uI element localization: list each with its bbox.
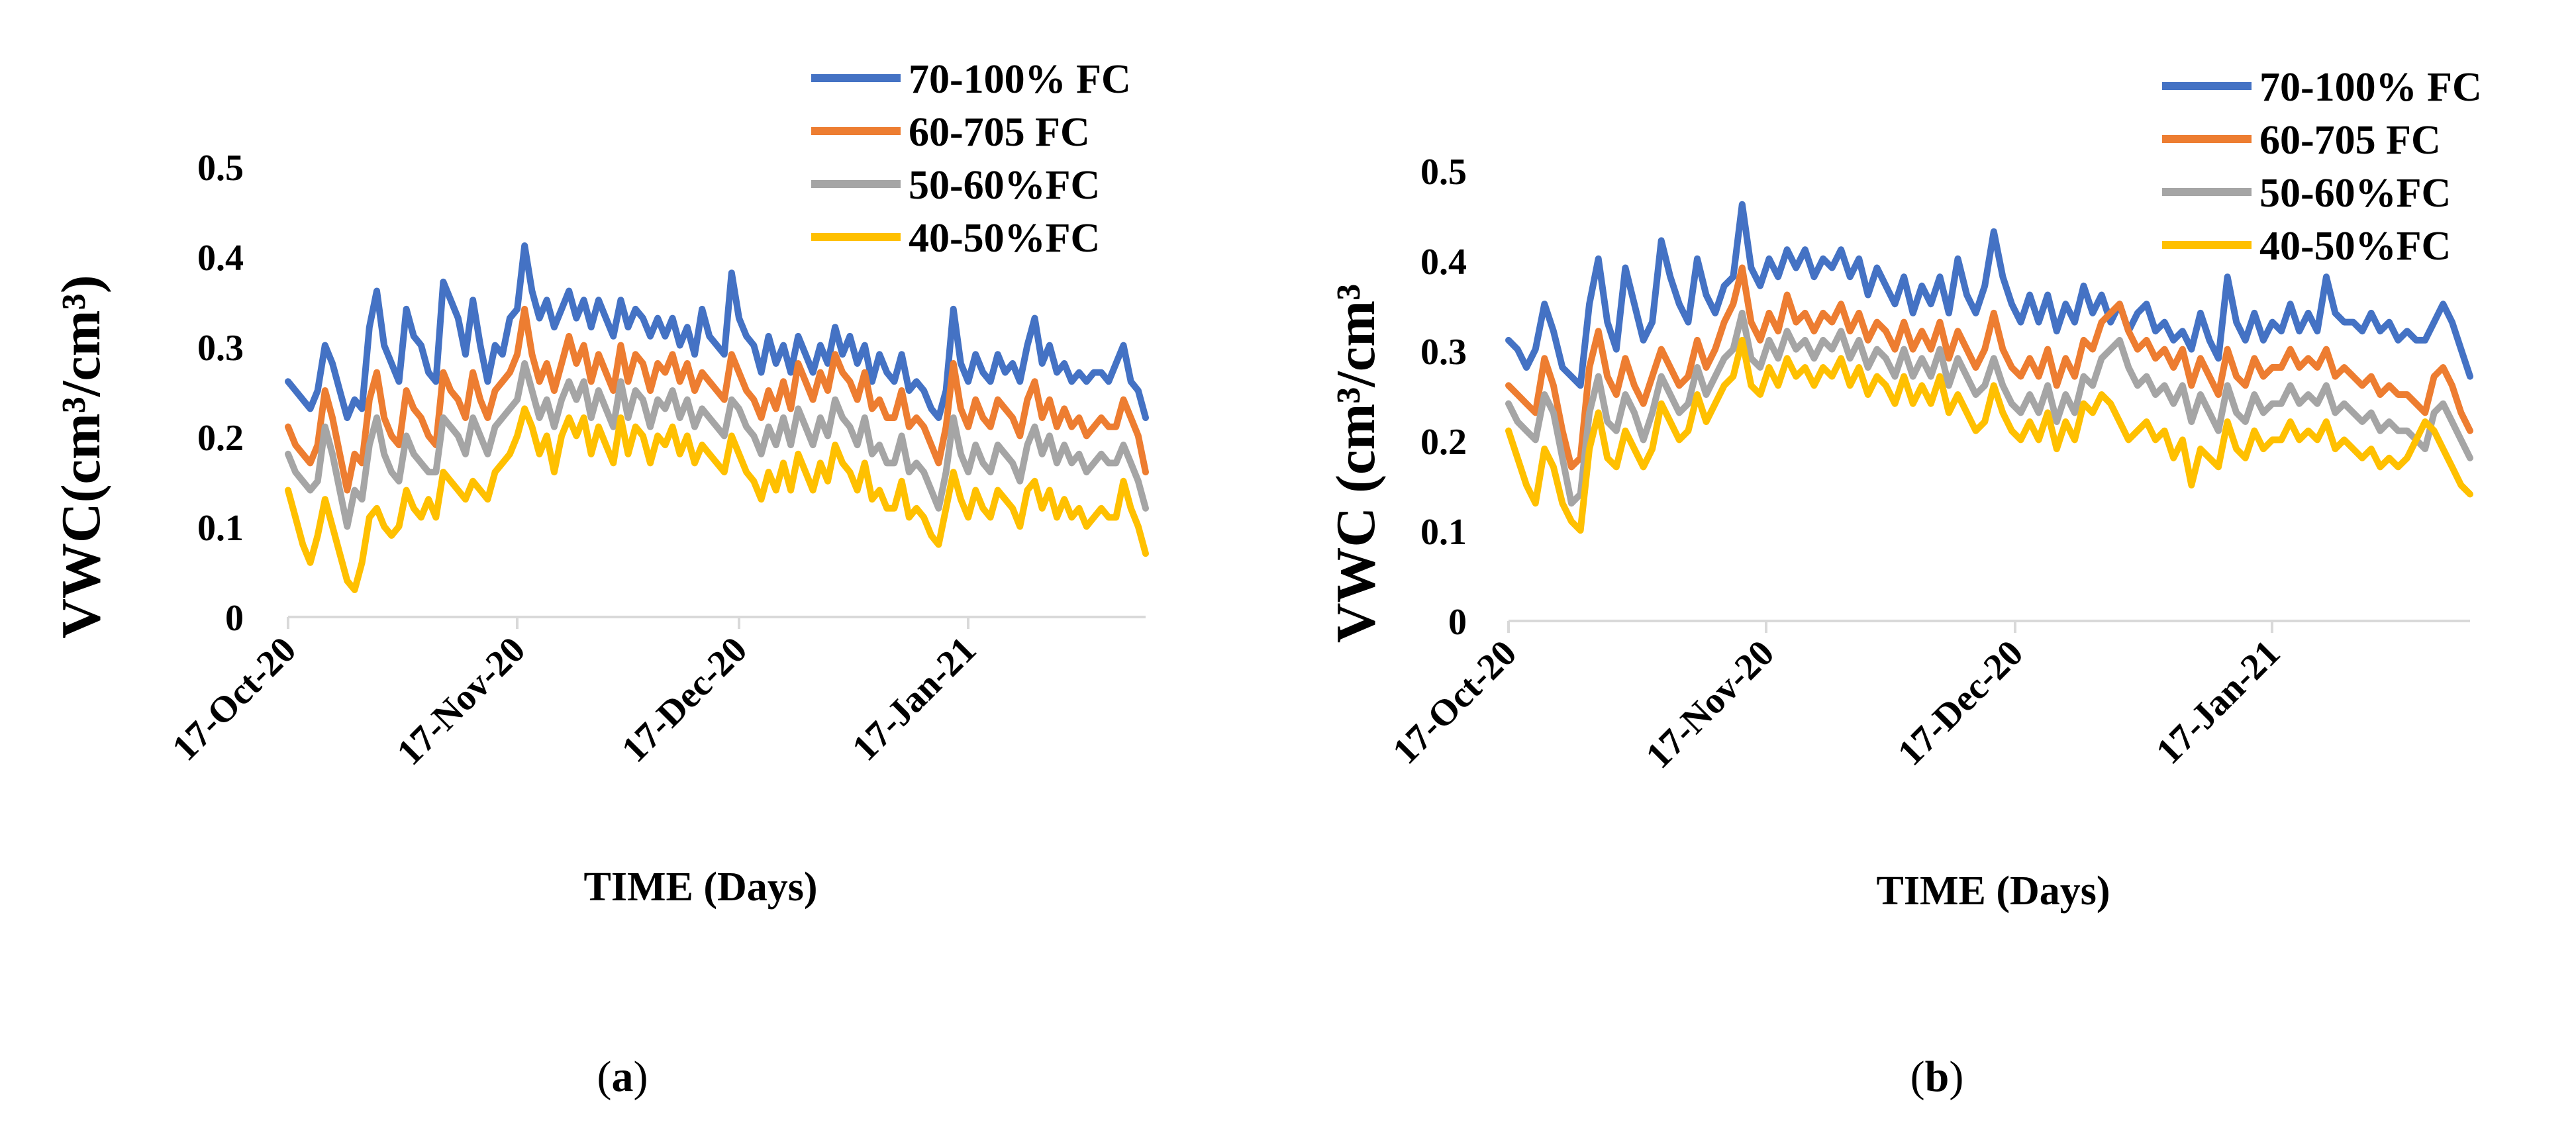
legend-item: 40-50%FC: [2162, 224, 2451, 269]
y-tick-label: 0: [225, 598, 244, 639]
legend-label: 40-50%FC: [909, 216, 1100, 261]
y-tick-labels-a: 0 0.1 0.2 0.3 0.4 0.5: [197, 148, 244, 639]
x-tick-label: 17-Jan-21: [2148, 632, 2288, 772]
y-tick-labels-b: 0 0.1 0.2 0.3 0.4 0.5: [1420, 152, 1467, 643]
legend-item: 70-100% FC: [811, 57, 1131, 102]
y-tick-label: 0.3: [1420, 332, 1467, 373]
series-line-60-705-fc: [285, 305, 1149, 494]
legend-item: 60-705 FC: [2162, 118, 2441, 163]
series-line-50-60-fc: [1505, 309, 2473, 507]
legend-label: 70-100% FC: [2259, 65, 2482, 110]
series-line-40-50-fc: [285, 405, 1149, 593]
legend-item: 50-60%FC: [811, 163, 1100, 208]
legend-item: 50-60%FC: [2162, 171, 2451, 216]
legend-label: 50-60%FC: [2259, 171, 2451, 216]
legend-item: 60-705 FC: [811, 110, 1090, 155]
x-tick-labels-b: 17-Oct-20 17-Nov-20 17-Dec-20 17-Jan-21: [1385, 632, 2288, 777]
y-tick-label: 0.5: [197, 148, 244, 189]
panel-label-a: (a): [597, 1053, 648, 1101]
panel-letter-a: a: [612, 1053, 634, 1101]
x-tick-label: 17-Dec-20: [1890, 632, 2031, 773]
x-ticks-b: [1507, 621, 2273, 633]
series-line-50-60-fc: [285, 360, 1149, 530]
chart-panel-a: VWC(cm³/cm³) 0 0.1 0.2 0.3 0.4 0.5 17-Oc…: [50, 57, 1149, 1101]
x-tick-label: 17-Dec-20: [614, 629, 755, 770]
legend-b: 70-100% FC 60-705 FC 50-60%FC 40-50%FC: [2162, 65, 2482, 269]
legend-a: 70-100% FC 60-705 FC 50-60%FC 40-50%FC: [811, 57, 1131, 261]
x-tick-label: 17-Oct-20: [164, 629, 304, 769]
x-tick-label: 17-Nov-20: [389, 629, 534, 773]
x-tick-label: 17-Oct-20: [1385, 632, 1524, 772]
y-axis-label-b: VWC (cm³/cm³: [1325, 284, 1387, 643]
series-line-60-705-fc: [1505, 264, 2473, 471]
x-axis-label-a: TIME (Days): [583, 865, 817, 910]
y-tick-label: 0.1: [1420, 512, 1467, 553]
legend-label: 60-705 FC: [909, 110, 1090, 155]
y-tick-label: 0.2: [1420, 422, 1467, 463]
panel-label-b: (b): [1910, 1053, 1964, 1101]
panel-letter-b: b: [1925, 1053, 1950, 1101]
x-tick-label: 17-Jan-21: [844, 629, 984, 769]
series-group-b: [1505, 201, 2473, 534]
legend-label: 40-50%FC: [2259, 224, 2451, 269]
x-axis-label-b: TIME (Days): [1876, 869, 2110, 914]
y-tick-label: 0: [1448, 602, 1467, 643]
x-ticks-a: [287, 617, 969, 629]
series-line-70-100-fc: [1505, 201, 2473, 389]
series-line-40-50-fc: [1505, 336, 2473, 534]
legend-item: 40-50%FC: [811, 216, 1100, 261]
y-tick-label: 0.5: [1420, 152, 1467, 193]
series-line-70-100-fc: [285, 242, 1149, 421]
y-tick-label: 0.1: [197, 508, 244, 549]
y-tick-label: 0.2: [197, 418, 244, 459]
legend-label: 60-705 FC: [2259, 118, 2441, 163]
x-tick-labels-a: 17-Oct-20 17-Nov-20 17-Dec-20 17-Jan-21: [164, 629, 984, 773]
x-tick-label: 17-Nov-20: [1638, 632, 1783, 777]
series-group-a: [285, 242, 1149, 593]
y-axis-label-a: VWC(cm³/cm³): [50, 275, 112, 639]
y-tick-label: 0.4: [197, 238, 244, 279]
chart-panel-b: VWC (cm³/cm³ 0 0.1 0.2 0.3 0.4 0.5 17-Oc…: [1325, 65, 2482, 1101]
y-tick-label: 0.3: [197, 328, 244, 369]
legend-label: 70-100% FC: [909, 57, 1131, 102]
legend-label: 50-60%FC: [909, 163, 1100, 208]
y-tick-label: 0.4: [1420, 242, 1467, 283]
legend-item: 70-100% FC: [2162, 65, 2482, 110]
